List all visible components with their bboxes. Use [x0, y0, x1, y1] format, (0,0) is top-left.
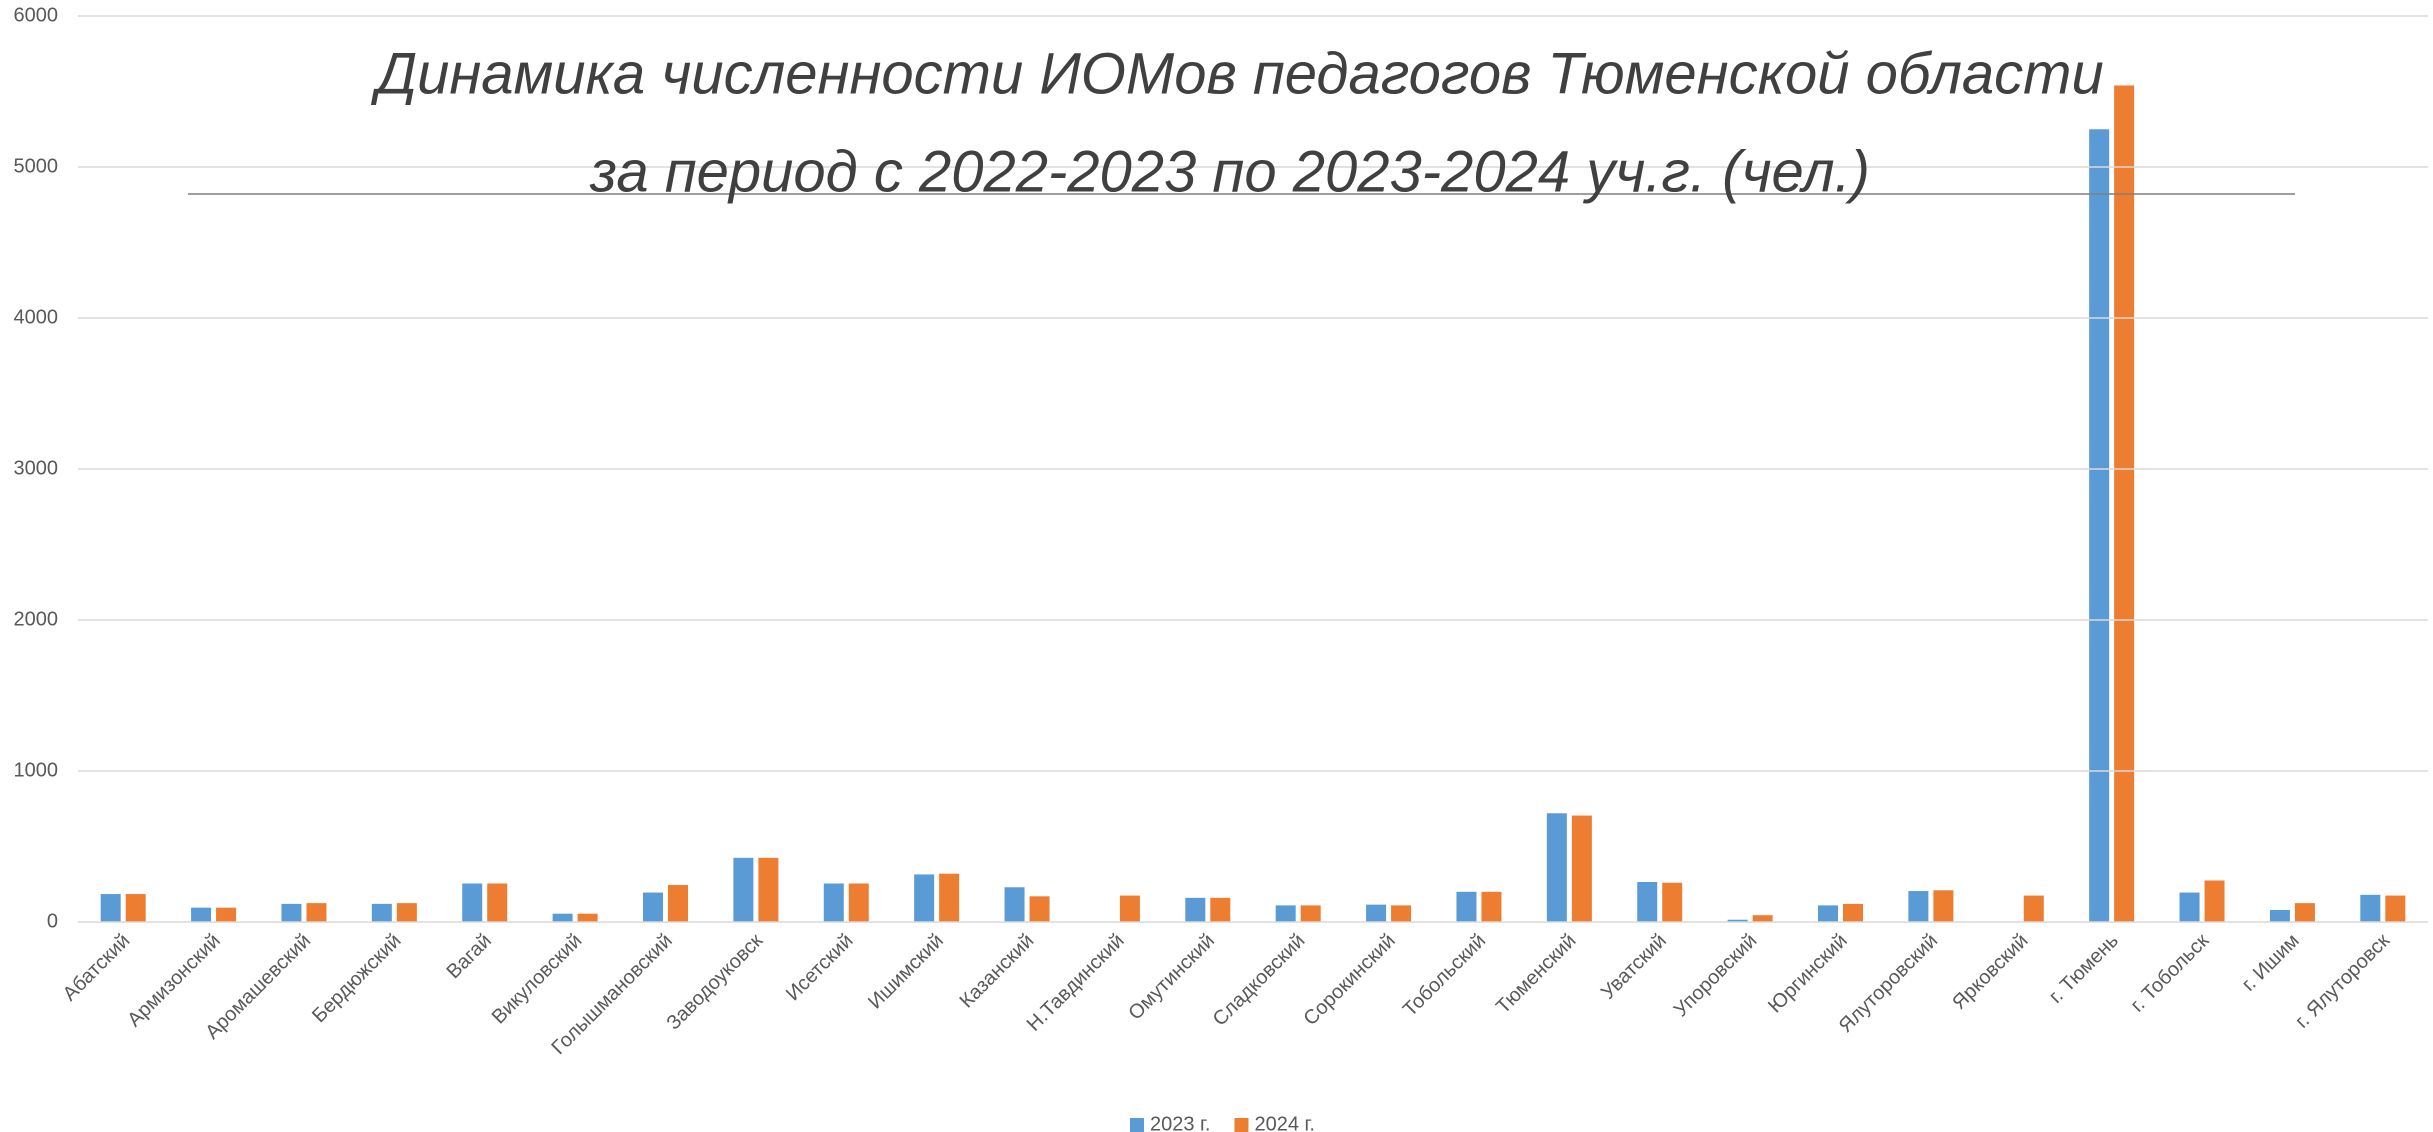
x-tick-label: Тобольский [1399, 930, 1490, 1021]
y-tick-label: 5000 [14, 155, 59, 177]
bar [2360, 894, 2381, 922]
x-tick-label: Н.Тавдинский [1023, 930, 1129, 1036]
bar [216, 907, 237, 922]
bar [1119, 895, 1140, 922]
x-tick-label: Заводоуковск [662, 930, 767, 1035]
bar [487, 883, 508, 922]
y-tick-label: 1000 [14, 759, 59, 781]
bar [1391, 905, 1412, 922]
x-tick-label: Бердюжский [308, 930, 405, 1027]
bar [1933, 890, 1954, 922]
chart-subtitle: за период с 2022-2023 по 2023-2024 уч.г.… [589, 139, 1870, 204]
bar [1300, 905, 1321, 922]
x-tick-label: Армизонский [123, 930, 225, 1032]
x-tick-label: г. Тобольск [2127, 930, 2214, 1017]
bar [1752, 915, 1773, 922]
legend-swatch [1130, 1118, 1144, 1132]
y-tick-label: 0 [47, 910, 58, 932]
x-tick-label: Тюменский [1492, 930, 1580, 1018]
x-tick-label: Омутинский [1124, 930, 1219, 1025]
x-tick-label: г. Тюмень [2045, 930, 2123, 1008]
bar [1029, 896, 1050, 922]
bar [552, 913, 573, 922]
bar [371, 903, 392, 922]
bar [1818, 905, 1838, 922]
y-tick-label: 2000 [14, 608, 59, 630]
x-tick-label: Юргинский [1764, 930, 1852, 1018]
bar [2204, 880, 2225, 922]
bar [2269, 909, 2290, 922]
bar [2385, 895, 2406, 922]
x-tick-label: Уватский [1597, 930, 1671, 1004]
x-tick-label: Сорокинский [1300, 930, 1400, 1030]
x-tick-label: Вагай [443, 930, 496, 983]
bar [1908, 891, 1929, 922]
bar [2089, 129, 2110, 922]
bar [1366, 904, 1387, 922]
bar [2294, 903, 2315, 922]
bar [2023, 895, 2044, 922]
bar [1275, 905, 1296, 922]
legend-label: 2023 г. [1150, 1113, 1210, 1132]
bar [100, 894, 121, 922]
bar [1185, 897, 1206, 922]
x-tick-label: Ярковский [1948, 930, 2032, 1014]
y-tick-label: 6000 [14, 4, 59, 26]
chart-title: Динамика численности ИОМов педагогов Тюм… [370, 41, 2103, 106]
bar [1481, 891, 1502, 922]
x-tick-label: г. Ишим [2238, 930, 2304, 996]
y-tick-label: 4000 [14, 306, 59, 328]
bar [1456, 891, 1477, 922]
x-tick-label: Казанский [956, 930, 1039, 1013]
x-tick-label: г. Ялуторовск [2291, 930, 2394, 1033]
x-tick-label: Исетский [782, 930, 858, 1006]
legend-swatch [1234, 1118, 1249, 1132]
bar [396, 903, 417, 922]
bar [823, 883, 844, 922]
bar [306, 903, 327, 922]
bar [1571, 815, 1592, 922]
x-tick-label: Сладковский [1209, 930, 1310, 1031]
bar [668, 885, 688, 922]
bar [758, 857, 779, 922]
x-tick-label: Викуловский [488, 930, 587, 1029]
bar [643, 892, 663, 922]
bar [733, 857, 754, 922]
x-tick-label: Упоровский [1670, 930, 1762, 1022]
bar [1210, 897, 1231, 922]
y-tick-label: 3000 [14, 457, 59, 479]
bar [2179, 892, 2200, 922]
bar [462, 883, 483, 922]
bar [577, 913, 598, 922]
bar [1637, 881, 1658, 922]
bar [125, 894, 146, 922]
legend-label: 2024 г. [1254, 1113, 1314, 1132]
x-tick-label: Ишимский [864, 930, 948, 1014]
bar [2114, 85, 2135, 922]
bar [914, 874, 935, 922]
bar [939, 873, 960, 922]
bar [1843, 903, 1863, 922]
bar [848, 883, 869, 922]
bar [281, 903, 302, 922]
x-tick-label: Абатский [59, 930, 135, 1006]
bar [1727, 919, 1748, 922]
bar [1004, 887, 1025, 922]
bar [191, 907, 212, 922]
bar [1546, 813, 1567, 922]
bar [1662, 882, 1683, 922]
